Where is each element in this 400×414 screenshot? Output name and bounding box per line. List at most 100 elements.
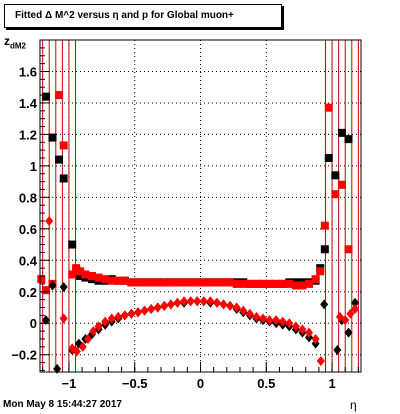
data-point-square xyxy=(186,278,195,287)
data-point-diamond xyxy=(48,280,57,291)
x-tick-label: 1 xyxy=(328,376,335,391)
data-point-diamond xyxy=(120,310,129,321)
data-point-square xyxy=(324,103,333,112)
data-point-diamond xyxy=(333,344,342,355)
y-tick-label: 0.2 xyxy=(19,285,37,300)
data-point-diamond xyxy=(59,313,68,324)
data-point-diamond xyxy=(311,333,320,344)
y-tick-label: 1.4 xyxy=(19,96,38,111)
data-point-square xyxy=(94,273,103,282)
data-point-diamond xyxy=(173,297,182,308)
data-point-square xyxy=(59,174,68,183)
data-point-square xyxy=(337,128,346,137)
y-tick-label: 0.8 xyxy=(19,190,37,205)
data-point-diamond xyxy=(199,296,208,307)
data-point-square xyxy=(41,286,50,295)
data-point-diamond xyxy=(147,304,156,315)
data-point-diamond xyxy=(53,363,62,374)
data-point-diamond xyxy=(127,308,136,319)
data-point-diamond xyxy=(59,282,68,293)
data-point-square xyxy=(68,240,77,249)
data-point-diamond xyxy=(258,313,267,324)
data-point-square xyxy=(147,278,156,287)
data-point-diamond xyxy=(219,299,228,310)
data-point-diamond xyxy=(114,311,123,322)
y-tick-label: 0.4 xyxy=(19,253,38,268)
data-point-diamond xyxy=(346,308,355,319)
data-point-square xyxy=(324,154,333,163)
data-point-square xyxy=(173,278,182,287)
x-tick-label: 0 xyxy=(197,376,204,391)
data-point-square xyxy=(193,278,202,287)
data-point-diamond xyxy=(193,296,202,307)
data-point-diamond xyxy=(232,302,241,313)
data-point-diamond xyxy=(107,313,116,324)
data-point-diamond xyxy=(72,346,81,357)
data-point-diamond xyxy=(41,315,50,326)
data-point-diamond xyxy=(45,215,54,226)
data-point-square xyxy=(153,278,162,287)
data-point-diamond xyxy=(320,299,329,310)
y-axis-label-sub: dM2 xyxy=(10,41,26,51)
data-point-diamond xyxy=(272,315,281,326)
data-point-square xyxy=(272,279,281,288)
data-point-diamond xyxy=(89,326,98,337)
data-point-diamond xyxy=(206,296,215,307)
data-point-square xyxy=(160,278,169,287)
data-point-square xyxy=(298,281,307,290)
x-tick-label: −0.5 xyxy=(122,376,148,391)
data-point-diamond xyxy=(278,316,287,327)
data-point-diamond xyxy=(291,321,300,332)
data-point-square xyxy=(166,278,175,287)
chart-title: Fitted Δ M^2 versus η and p for Global m… xyxy=(4,4,282,28)
y-tick-label: 1.2 xyxy=(19,127,37,142)
data-point-diamond xyxy=(180,296,189,307)
data-point-square xyxy=(48,133,57,142)
data-point-diamond xyxy=(285,318,294,329)
plot-frame xyxy=(39,39,362,373)
data-point-square xyxy=(37,275,46,284)
data-point-diamond xyxy=(351,297,360,308)
data-point-diamond xyxy=(160,300,169,311)
y-axis-label-main: z xyxy=(4,34,10,48)
data-point-square xyxy=(305,279,314,288)
data-point-square xyxy=(76,272,85,281)
data-point-square xyxy=(337,180,346,189)
data-point-square xyxy=(291,281,300,290)
axis-ticks xyxy=(40,39,359,372)
data-point-square xyxy=(316,267,325,276)
data-point-square xyxy=(114,276,123,285)
x-tick-label: 0.5 xyxy=(257,376,275,391)
data-point-square xyxy=(134,278,143,287)
data-point-square xyxy=(212,278,221,287)
data-point-square xyxy=(265,279,274,288)
data-point-diamond xyxy=(252,311,261,322)
data-point-diamond xyxy=(305,327,314,338)
data-point-square xyxy=(101,275,110,284)
data-point-square xyxy=(107,276,116,285)
data-point-square xyxy=(68,270,77,279)
y-tick-label: 1 xyxy=(30,159,37,174)
data-point-square xyxy=(344,245,353,254)
data-point-diamond xyxy=(212,297,221,308)
data-points xyxy=(37,91,360,374)
data-point-square xyxy=(258,279,267,288)
y-tick-label: 0.6 xyxy=(19,222,37,237)
data-point-square xyxy=(278,279,287,288)
data-point-diamond xyxy=(134,307,143,318)
y-tick-label: 1.6 xyxy=(19,64,37,79)
data-point-square xyxy=(320,221,329,230)
data-point-diamond xyxy=(140,305,149,316)
data-point-square xyxy=(232,279,241,288)
data-point-square xyxy=(331,171,340,180)
data-point-square xyxy=(239,279,248,288)
tick-labels: −1 −0.5 0 0.5 1 −0.2 0 0.2 0.4 0.6 0.8 1 1.2 1.4 1.6 xyxy=(11,64,335,391)
data-point-square xyxy=(331,190,340,199)
data-point-diamond xyxy=(101,316,110,327)
grid xyxy=(40,40,361,372)
y-tick-label: −0.2 xyxy=(11,348,37,363)
data-point-square xyxy=(140,278,149,287)
data-point-diamond xyxy=(316,355,325,366)
data-point-square xyxy=(206,278,215,287)
data-point-diamond xyxy=(341,315,350,326)
